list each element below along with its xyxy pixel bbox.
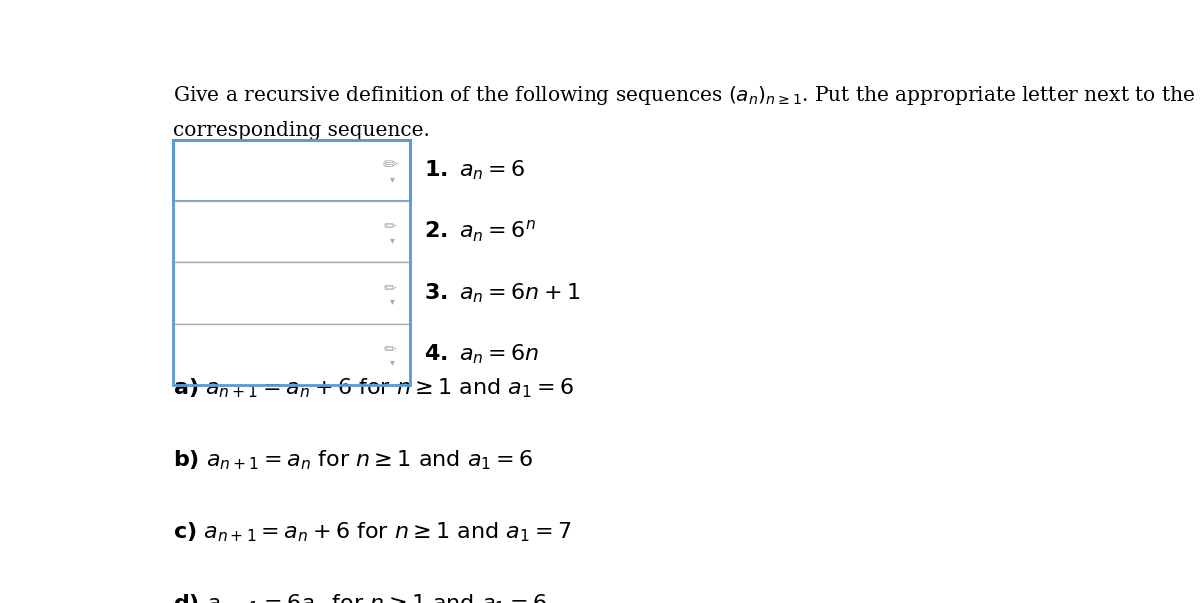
Text: $\bf{1.}$ $a_n = 6$: $\bf{1.}$ $a_n = 6$ — [425, 159, 526, 182]
Text: $\bf{2.}$ $a_n = 6^n$: $\bf{2.}$ $a_n = 6^n$ — [425, 219, 536, 244]
Bar — [173, 201, 410, 262]
Text: ✏: ✏ — [384, 219, 396, 235]
Bar — [173, 324, 410, 385]
Text: ▾: ▾ — [390, 358, 395, 368]
Text: ▾: ▾ — [390, 296, 395, 306]
Text: ✏: ✏ — [383, 157, 397, 175]
Bar — [173, 140, 410, 385]
Text: corresponding sequence.: corresponding sequence. — [173, 121, 430, 140]
Text: ▾: ▾ — [390, 235, 395, 245]
Text: $\bf{b)}$ $a_{n+1} = a_n$ for $n \geq 1$ and $a_1 = 6$: $\bf{b)}$ $a_{n+1} = a_n$ for $n \geq 1$… — [173, 449, 534, 472]
Text: ▾: ▾ — [390, 174, 395, 184]
Text: $\bf{4.}$ $a_n = 6n$: $\bf{4.}$ $a_n = 6n$ — [425, 343, 540, 366]
Text: $\bf{a)}$ $a_{n+1} = a_n + 6$ for $n \geq 1$ and $a_1 = 6$: $\bf{a)}$ $a_{n+1} = a_n + 6$ for $n \ge… — [173, 376, 574, 400]
Text: ✏: ✏ — [384, 281, 396, 295]
Text: Give a recursive definition of the following sequences $(a_n)_{n\geq 1}$. Put th: Give a recursive definition of the follo… — [173, 84, 1195, 107]
Text: $\bf{3.}$ $a_n = 6n + 1$: $\bf{3.}$ $a_n = 6n + 1$ — [425, 281, 581, 305]
Bar — [173, 140, 410, 201]
Text: $\bf{c)}$ $a_{n+1} = a_n + 6$ for $n \geq 1$ and $a_1 = 7$: $\bf{c)}$ $a_{n+1} = a_n + 6$ for $n \ge… — [173, 520, 571, 544]
Bar — [173, 262, 410, 324]
Text: $\bf{d)}$ $a_{n+1} = 6a_n$ for $n \geq 1$ and $a_1 = 6$: $\bf{d)}$ $a_{n+1} = 6a_n$ for $n \geq 1… — [173, 592, 547, 603]
Text: ✏: ✏ — [384, 342, 396, 357]
